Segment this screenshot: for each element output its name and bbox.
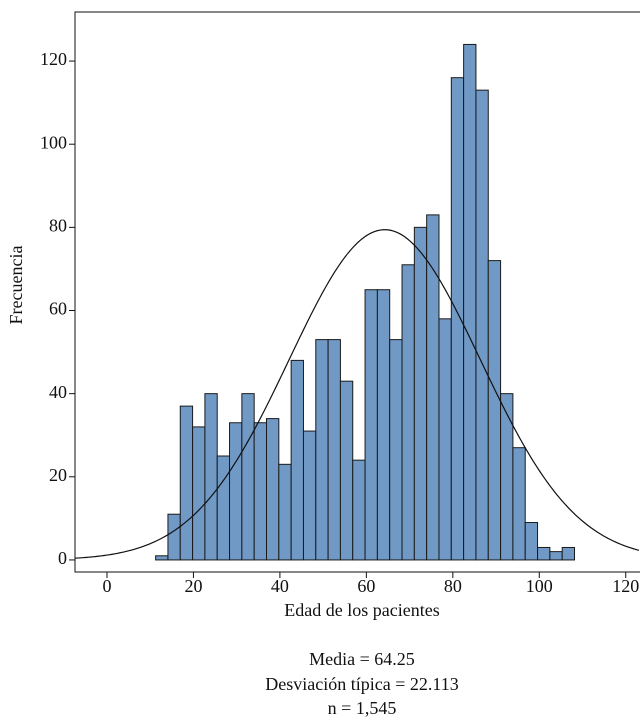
bar [426,214,440,561]
y-tick-label: 60 [49,299,67,319]
y-tick-label: 120 [40,49,67,69]
bar [561,546,576,561]
x-tick-label: 20 [184,576,202,596]
bar [549,551,563,561]
bar [179,405,194,561]
bar [401,264,415,561]
x-axis-title: Edad de los pacientes [284,600,439,620]
axis-frame [74,11,640,573]
x-tick-label: 80 [444,576,462,596]
bar [352,459,366,561]
stat-n: n = 1,545 [328,698,397,718]
bar [278,463,292,561]
y-axis-title: Frecuencia [6,246,26,325]
x-tick-label: 120 [612,576,639,596]
bar [438,318,452,561]
bar [389,339,403,561]
bar [302,430,317,561]
normal-curve [74,229,640,559]
y-tick-label: 40 [49,382,67,402]
bar [537,546,551,561]
bar [229,422,243,561]
x-tick-label: 40 [271,576,289,596]
bar [512,447,526,561]
bar [487,260,502,561]
stat-sd: Desviación típica = 22.113 [265,674,458,694]
bar [241,393,255,561]
bar [376,289,391,561]
y-tick-label: 20 [49,465,67,485]
bar [167,513,181,561]
bar [413,226,428,561]
bar [290,359,304,561]
y-tick-label: 100 [40,132,67,152]
x-tick-label: 0 [102,576,111,596]
y-tick-label: 0 [58,548,67,568]
bar [327,339,341,561]
bar [463,43,477,561]
bar [253,422,268,561]
bar [500,393,514,561]
stat-mean: Media = 64.25 [309,649,415,669]
x-tick-label: 100 [526,576,553,596]
bar [204,393,218,561]
bar [216,455,231,561]
bar [475,89,489,561]
bar [450,77,465,561]
bar [524,522,539,561]
bar [364,289,378,561]
bar [266,418,280,561]
bar [155,555,169,561]
bar [339,380,354,561]
bar [192,426,206,561]
bar [315,339,329,561]
x-tick-label: 60 [357,576,375,596]
y-tick-label: 80 [49,215,67,235]
